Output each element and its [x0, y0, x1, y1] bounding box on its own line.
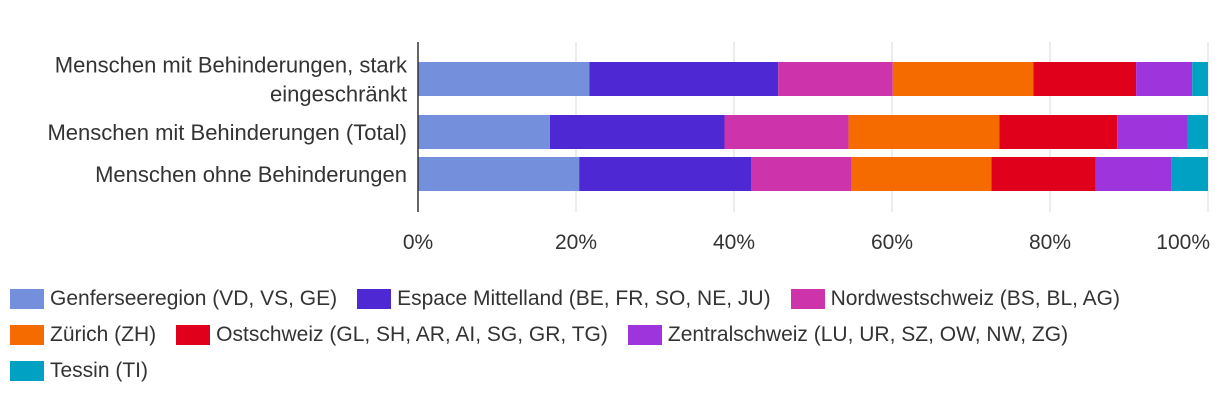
x-tick-label: 80% — [1029, 231, 1071, 254]
stacked-bar-chart: Menschen mit Behinderungen, stark eingesc… — [47, 42, 1210, 254]
bar-segment — [999, 115, 1118, 149]
bar-segment — [1171, 157, 1208, 191]
legend-label: Zürich (ZH) — [50, 323, 157, 346]
legend-swatch — [10, 361, 44, 381]
category-label: Menschen mit Behinderungen (Total) — [47, 120, 407, 145]
bar-segment — [418, 157, 580, 191]
x-tick-label: 0% — [403, 231, 433, 254]
x-tick-labels: 0% 20% 40% 60% 80% 100% — [403, 231, 1210, 254]
bar-segment — [1187, 115, 1208, 149]
bar-segment — [1033, 62, 1137, 96]
legend-item: Zentralschweiz (LU, UR, SZ, OW, NW, ZG) — [627, 319, 1069, 351]
bar-segment — [778, 62, 893, 96]
x-tick-label: 100% — [1156, 231, 1210, 254]
bar-segment — [1095, 157, 1172, 191]
bar-segment — [1136, 62, 1193, 96]
category-labels: Menschen mit Behinderungen, stark eingesc… — [47, 53, 408, 188]
legend-label: Zentralschweiz (LU, UR, SZ, OW, NW, ZG) — [667, 323, 1069, 346]
legend-swatch — [176, 325, 211, 345]
legend-label: Ostschweiz (GL, SH, AR, AI, SG, GR, TG) — [216, 323, 608, 346]
legend-swatch — [357, 289, 392, 309]
category-label: eingeschränkt — [270, 82, 407, 107]
bar-segment — [1192, 62, 1208, 96]
legend-item: Espace Mittelland (BE, FR, SO, NE, JU) — [357, 283, 771, 315]
legend-swatch — [627, 325, 662, 345]
bar-segment — [724, 115, 849, 149]
bar-segment — [892, 62, 1034, 96]
legend-item: Ostschweiz (GL, SH, AR, AI, SG, GR, TG) — [176, 319, 608, 351]
bar-segment — [848, 115, 1000, 149]
legend-label: Nordwestschweiz (BS, BL, AG) — [830, 287, 1120, 310]
x-tick-label: 40% — [713, 231, 755, 254]
legend-swatch — [10, 289, 44, 309]
bar-segment — [418, 115, 550, 149]
bar-group — [418, 62, 1208, 191]
legend-item: Genferseeregion (VD, VS, GE) — [10, 283, 337, 315]
bar-segment — [418, 62, 590, 96]
category-label: Menschen ohne Behinderungen — [95, 162, 407, 187]
x-tick-label: 20% — [555, 231, 597, 254]
bar-segment — [579, 157, 752, 191]
legend-label: Genferseeregion (VD, VS, GE) — [50, 287, 338, 310]
bar-segment — [751, 157, 852, 191]
legend-swatch — [790, 289, 825, 309]
legend-item: Tessin (TI) — [10, 355, 148, 387]
bar-segment — [851, 157, 992, 191]
legend-label: Tessin (TI) — [50, 359, 149, 382]
category-label: Menschen mit Behinderungen, stark — [55, 53, 408, 78]
legend-item: Nordwestschweiz (BS, BL, AG) — [790, 283, 1120, 315]
bar-segment — [1117, 115, 1188, 149]
legend: Genferseeregion (VD, VS, GE) Espace Mitte… — [10, 283, 1215, 387]
bar-segment — [589, 62, 779, 96]
bar-segment — [549, 115, 725, 149]
bar-segment — [991, 157, 1096, 191]
legend-item: Zürich (ZH) — [10, 319, 156, 351]
legend-swatch — [10, 325, 44, 345]
x-tick-label: 60% — [871, 231, 913, 254]
legend-label: Espace Mittelland (BE, FR, SO, NE, JU) — [397, 287, 771, 310]
